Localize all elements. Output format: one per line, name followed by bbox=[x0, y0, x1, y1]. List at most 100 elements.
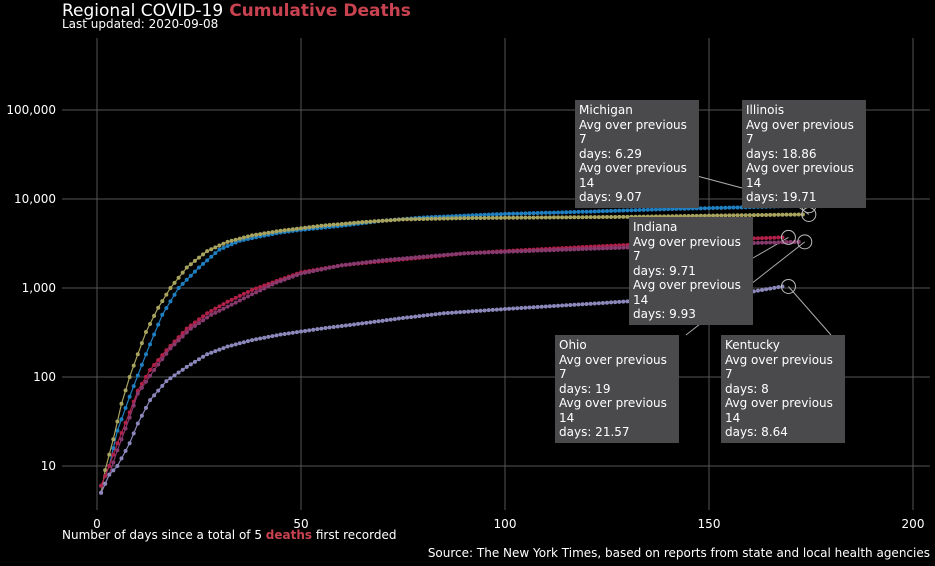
data-point bbox=[470, 213, 475, 218]
data-point bbox=[490, 215, 495, 220]
data-point bbox=[192, 258, 197, 263]
data-point bbox=[727, 205, 732, 210]
data-point bbox=[143, 379, 148, 384]
data-point bbox=[331, 325, 336, 330]
data-point bbox=[760, 287, 765, 292]
data-point bbox=[401, 316, 405, 321]
data-point bbox=[217, 308, 222, 313]
data-point bbox=[445, 252, 450, 257]
tooltip-line: days: 19.71 bbox=[746, 190, 817, 204]
data-point bbox=[592, 246, 597, 251]
data-point bbox=[731, 205, 736, 210]
data-point bbox=[188, 262, 193, 267]
data-point bbox=[560, 210, 565, 215]
data-point bbox=[274, 333, 279, 338]
data-point bbox=[221, 302, 226, 307]
data-point bbox=[780, 212, 785, 217]
data-point bbox=[286, 331, 291, 336]
data-point bbox=[241, 291, 246, 296]
data-point bbox=[123, 426, 128, 431]
data-point bbox=[470, 216, 475, 221]
data-point bbox=[303, 225, 308, 230]
data-point bbox=[323, 326, 328, 331]
data-point bbox=[156, 362, 161, 367]
data-point bbox=[192, 323, 197, 328]
data-point bbox=[388, 317, 393, 322]
data-point bbox=[205, 315, 210, 320]
data-point bbox=[184, 265, 189, 270]
data-point bbox=[690, 213, 695, 218]
data-point bbox=[617, 214, 622, 219]
data-point bbox=[772, 240, 777, 245]
data-point bbox=[103, 468, 108, 473]
data-point bbox=[229, 343, 234, 348]
data-point bbox=[209, 308, 214, 313]
data-point bbox=[103, 481, 108, 486]
data-point bbox=[364, 260, 369, 265]
data-point bbox=[588, 246, 593, 251]
data-point bbox=[458, 251, 463, 256]
data-point bbox=[229, 297, 234, 302]
data-point bbox=[507, 215, 512, 220]
data-point bbox=[551, 304, 556, 309]
data-point bbox=[768, 212, 773, 217]
data-point bbox=[776, 235, 781, 240]
data-point bbox=[625, 214, 630, 219]
data-point bbox=[388, 257, 393, 262]
data-point bbox=[454, 216, 459, 221]
data-point bbox=[780, 240, 785, 245]
data-point bbox=[637, 208, 642, 213]
data-point bbox=[739, 213, 744, 218]
data-point bbox=[425, 216, 430, 221]
data-point bbox=[343, 262, 348, 267]
data-point bbox=[360, 260, 365, 265]
data-point bbox=[784, 212, 789, 217]
data-point bbox=[564, 303, 569, 308]
data-point bbox=[127, 415, 132, 420]
data-point bbox=[755, 240, 760, 245]
tooltip-title: Michigan bbox=[579, 103, 633, 117]
data-point bbox=[560, 247, 565, 252]
tooltip-title: Kentucky bbox=[725, 338, 780, 352]
data-point bbox=[666, 207, 671, 212]
data-point bbox=[405, 256, 410, 261]
data-point bbox=[596, 246, 601, 251]
data-point bbox=[543, 210, 548, 215]
data-point bbox=[588, 209, 593, 214]
data-point bbox=[515, 306, 520, 311]
data-point bbox=[764, 212, 769, 217]
data-point bbox=[462, 216, 467, 221]
data-point bbox=[290, 274, 295, 279]
data-point bbox=[596, 215, 601, 220]
data-point bbox=[425, 313, 430, 318]
data-point bbox=[519, 215, 524, 220]
data-point bbox=[188, 326, 193, 331]
data-point bbox=[401, 217, 405, 222]
data-point bbox=[245, 289, 250, 294]
data-point bbox=[568, 210, 573, 215]
data-point bbox=[119, 430, 124, 435]
data-point bbox=[768, 235, 773, 240]
data-point bbox=[131, 403, 136, 408]
data-point bbox=[792, 212, 797, 217]
data-point bbox=[494, 307, 499, 312]
data-point bbox=[294, 226, 299, 231]
data-point bbox=[311, 327, 316, 332]
data-point bbox=[686, 206, 691, 211]
tooltip-michigan: Michigan Avg over previous 7 days: 6.29 … bbox=[575, 100, 699, 208]
data-point bbox=[409, 255, 414, 260]
data-point bbox=[139, 362, 144, 367]
data-point bbox=[115, 441, 120, 446]
data-point bbox=[148, 398, 153, 403]
data-point bbox=[584, 302, 589, 307]
data-point bbox=[405, 217, 410, 222]
data-point bbox=[474, 309, 479, 314]
data-point bbox=[429, 253, 434, 258]
data-point bbox=[143, 330, 148, 335]
tooltip-illinois: Illinois Avg over previous 7 days: 18.86… bbox=[742, 100, 866, 208]
data-point bbox=[111, 446, 116, 451]
tooltip-line: days: 9.07 bbox=[579, 190, 642, 204]
data-point bbox=[160, 353, 165, 358]
data-point bbox=[384, 257, 389, 262]
data-point bbox=[213, 251, 218, 256]
